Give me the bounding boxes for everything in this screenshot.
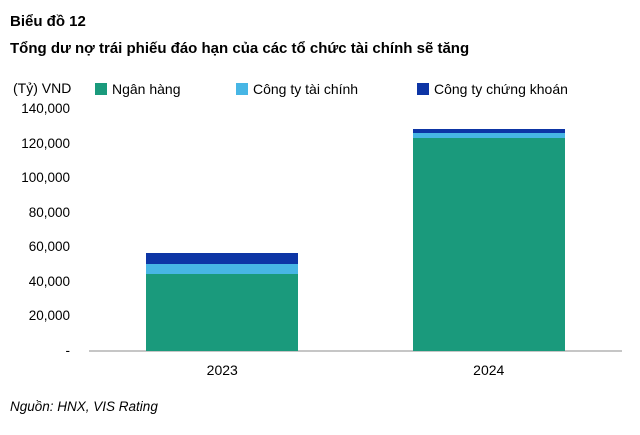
bar-segment [412, 138, 565, 351]
legend-color-swatch [236, 83, 248, 95]
y-axis-tick-label: 100,000 [21, 170, 70, 186]
x-axis-category-label: 2024 [473, 362, 505, 378]
legend-item: Công ty chứng khoán [417, 81, 568, 97]
stacked-bar-2023 [146, 252, 299, 351]
figure-number: Biểu đồ 12 [10, 13, 86, 30]
y-axis-tick-label: 60,000 [28, 239, 70, 255]
source-note: Nguồn: HNX, VIS Rating [10, 399, 158, 414]
legend-item-label: Ngân hàng [112, 81, 181, 97]
legend-item-label: Công ty chứng khoán [434, 81, 568, 97]
y-axis-tick-label: 40,000 [28, 273, 70, 289]
legend-color-swatch [417, 83, 429, 95]
y-axis-tick-label: 140,000 [21, 101, 70, 116]
figure-title: Tổng dư nợ trái phiếu đáo hạn của các tổ… [10, 40, 470, 57]
x-axis-line [89, 350, 622, 352]
legend-color-swatch [95, 83, 107, 95]
y-axis-unit-label: (Tỷ) VND [13, 80, 72, 96]
legend-item: Ngân hàng [95, 81, 181, 97]
y-axis-tick-label: 80,000 [28, 204, 70, 220]
bar-segment [412, 133, 565, 139]
bar-segment [146, 263, 299, 275]
bar-segment [146, 252, 299, 264]
y-axis-tick-label: 20,000 [28, 308, 70, 324]
stacked-bar-2024 [412, 128, 565, 351]
y-axis-tick-label: 120,000 [21, 135, 70, 151]
x-axis-category-label: 2023 [206, 362, 238, 378]
bar-segment [412, 128, 565, 134]
bar-segment [146, 274, 299, 351]
y-axis-tick-label: - [65, 343, 71, 358]
legend-item-label: Công ty tài chính [253, 81, 359, 97]
legend-item: Công ty tài chính [236, 81, 358, 97]
